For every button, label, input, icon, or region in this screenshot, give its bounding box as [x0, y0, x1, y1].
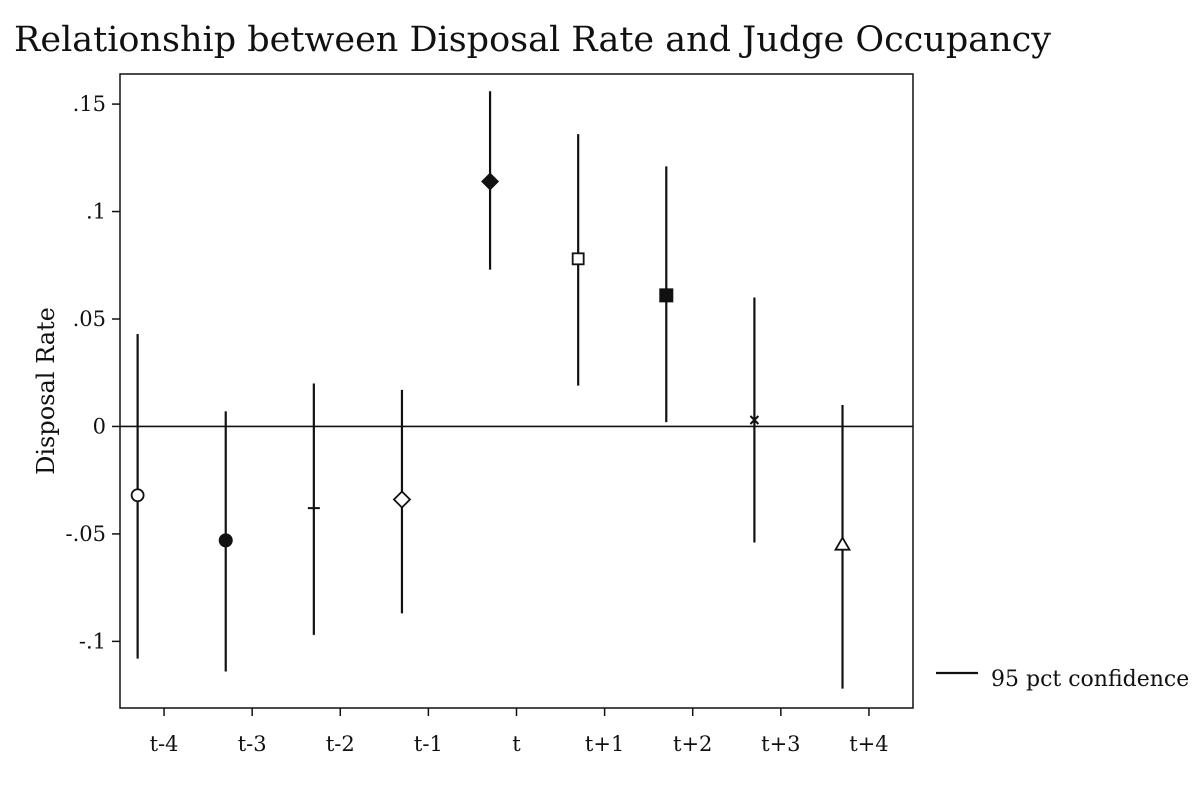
- point-t+4: [833, 535, 852, 551]
- x-tick-label: t: [512, 732, 521, 756]
- x-tick-label: t-3: [238, 732, 267, 756]
- point-t+2: [659, 288, 674, 303]
- y-tick-label: .15: [73, 92, 106, 116]
- point-t+1: [571, 252, 585, 266]
- series-points: [130, 91, 852, 689]
- point-t-3: [218, 533, 233, 548]
- y-tick-label: -.1: [79, 629, 106, 653]
- point-t-4: [130, 488, 145, 503]
- x-tick-label: t-2: [326, 732, 355, 756]
- plot-frame: [119, 73, 914, 709]
- y-axis: .15 .1 .05 0 -.05 -.1: [66, 92, 120, 653]
- point-t+3: [749, 415, 760, 425]
- chart-title: Relationship between Disposal Rate and J…: [14, 20, 1051, 60]
- y-axis-label: Disposal Rate: [32, 307, 60, 475]
- y-tick-label: .1: [86, 200, 106, 224]
- legend: 95 pct confidence: [936, 667, 1189, 692]
- legend-label: 95 pct confidence: [991, 667, 1189, 692]
- point-t-1: [392, 490, 412, 509]
- x-tick-label: t-1: [414, 732, 443, 756]
- y-tick-label: -.05: [66, 522, 107, 546]
- x-tick-label: t+4: [849, 732, 888, 756]
- x-tick-label: t+3: [761, 732, 800, 756]
- y-tick-label: 0: [93, 414, 106, 438]
- point-t: [481, 172, 500, 191]
- x-tick-label: t+2: [673, 732, 712, 756]
- y-tick-label: .05: [73, 307, 106, 331]
- x-tick-label: t+1: [585, 732, 624, 756]
- x-axis: t-4 t-3 t-2 t-1 t t+1 t+2 t+3 t+4: [150, 708, 889, 756]
- x-tick-label: t-4: [150, 732, 179, 756]
